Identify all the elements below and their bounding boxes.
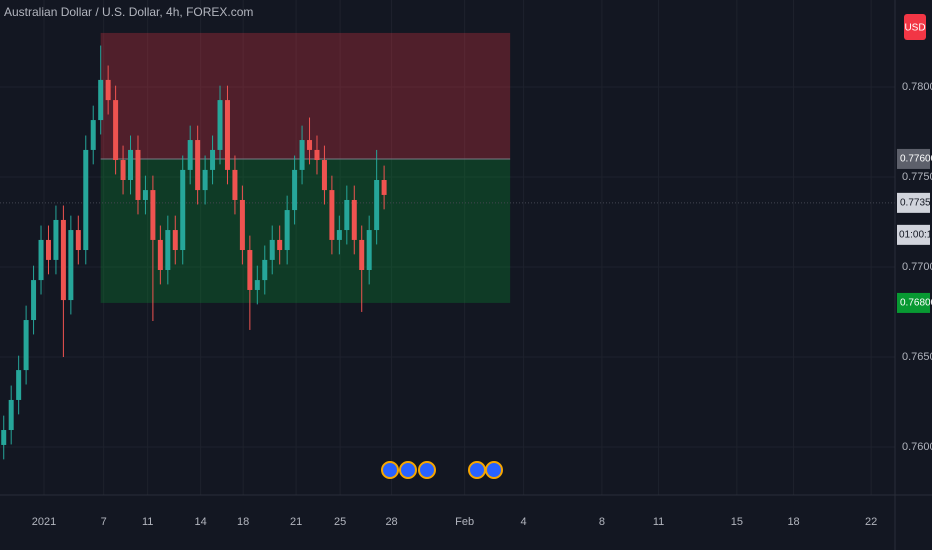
price-label-box <box>897 192 930 213</box>
candle-body <box>195 140 201 191</box>
candle-body <box>344 199 350 231</box>
candle-body <box>202 169 208 191</box>
candle-body <box>157 239 163 270</box>
candle-body <box>172 230 178 251</box>
candle-body <box>299 140 305 170</box>
x-tick-label: 4 <box>521 516 527 528</box>
candle-body <box>45 239 51 260</box>
candle-body <box>210 149 216 170</box>
candle-body <box>142 190 148 200</box>
candle-body <box>232 169 238 200</box>
candle-body <box>90 120 96 150</box>
candle-body <box>165 230 171 270</box>
candle-body <box>336 230 342 240</box>
candle-body <box>68 230 74 301</box>
event-icons <box>381 461 503 479</box>
x-tick-label: 2021 <box>32 516 56 528</box>
candle-body <box>187 140 193 170</box>
candle-body <box>292 169 298 211</box>
y-tick-label: 0.77500 <box>902 171 932 183</box>
candle-body <box>128 149 134 180</box>
candle-body <box>8 399 14 431</box>
candle-body <box>366 230 372 270</box>
x-tick-label: 18 <box>787 516 799 528</box>
countdown: 01:00:12 <box>899 230 932 241</box>
candle-body <box>329 190 335 240</box>
x-tick-label: 11 <box>653 516 664 528</box>
chart-title: Australian Dollar / U.S. Dollar, 4h, FOR… <box>4 5 253 19</box>
candle-body <box>180 169 186 251</box>
y-tick-label: 0.77000 <box>902 261 932 273</box>
candle-body <box>381 180 387 195</box>
candle-body <box>254 280 260 290</box>
candle-body <box>321 160 327 191</box>
countdown-box <box>897 224 930 245</box>
x-tick-label: 21 <box>290 516 302 528</box>
candle-body <box>1 430 7 445</box>
x-tick-label: 22 <box>865 516 877 528</box>
x-tick-label: 11 <box>142 516 153 528</box>
candle-body <box>75 230 81 251</box>
candle-body <box>23 320 29 371</box>
y-tick-label: 0.78000 <box>902 81 932 93</box>
x-tick-label: 18 <box>237 516 249 528</box>
current-price-label: 0.77356 <box>900 198 932 209</box>
candle-body <box>314 149 320 161</box>
x-tick-label: 7 <box>101 516 107 528</box>
candle-body <box>105 79 111 101</box>
candle-body <box>262 259 268 281</box>
candle-body <box>224 100 230 170</box>
candle-body <box>217 100 223 150</box>
y-tick-label: 0.76500 <box>902 351 932 363</box>
currency-box[interactable] <box>904 14 926 40</box>
entry-label-box <box>897 148 930 169</box>
candle-body <box>239 199 245 251</box>
candle-body <box>277 239 283 251</box>
candle-body <box>307 140 313 150</box>
candle-body <box>98 79 104 121</box>
x-tick-label: 28 <box>385 516 397 528</box>
candle-body <box>120 160 126 180</box>
x-tick-label: 25 <box>334 516 346 528</box>
candle-body <box>359 239 365 270</box>
candle-body <box>351 199 357 240</box>
x-tick-label: 8 <box>599 516 605 528</box>
x-tick-label: Feb <box>455 516 474 528</box>
x-tick-label: 15 <box>731 516 743 528</box>
target-zone <box>100 158 511 303</box>
candle-body <box>31 280 37 321</box>
candle-body <box>284 210 290 251</box>
candle-body <box>135 149 141 200</box>
candle-body <box>60 219 66 301</box>
target-label-box <box>897 292 930 313</box>
candle-body <box>150 190 156 240</box>
candle-body <box>247 250 253 290</box>
x-tick-label: 14 <box>195 516 207 528</box>
y-tick-label: 0.76000 <box>902 441 932 453</box>
candle-body <box>38 239 44 281</box>
currency[interactable]: USD <box>904 23 925 34</box>
candle-body <box>16 370 22 400</box>
stop-zone <box>100 32 511 159</box>
candle-body <box>374 180 380 231</box>
candle-body <box>83 149 89 251</box>
candle-body <box>53 219 59 260</box>
candle-body <box>113 100 119 161</box>
candle-body <box>269 239 275 260</box>
